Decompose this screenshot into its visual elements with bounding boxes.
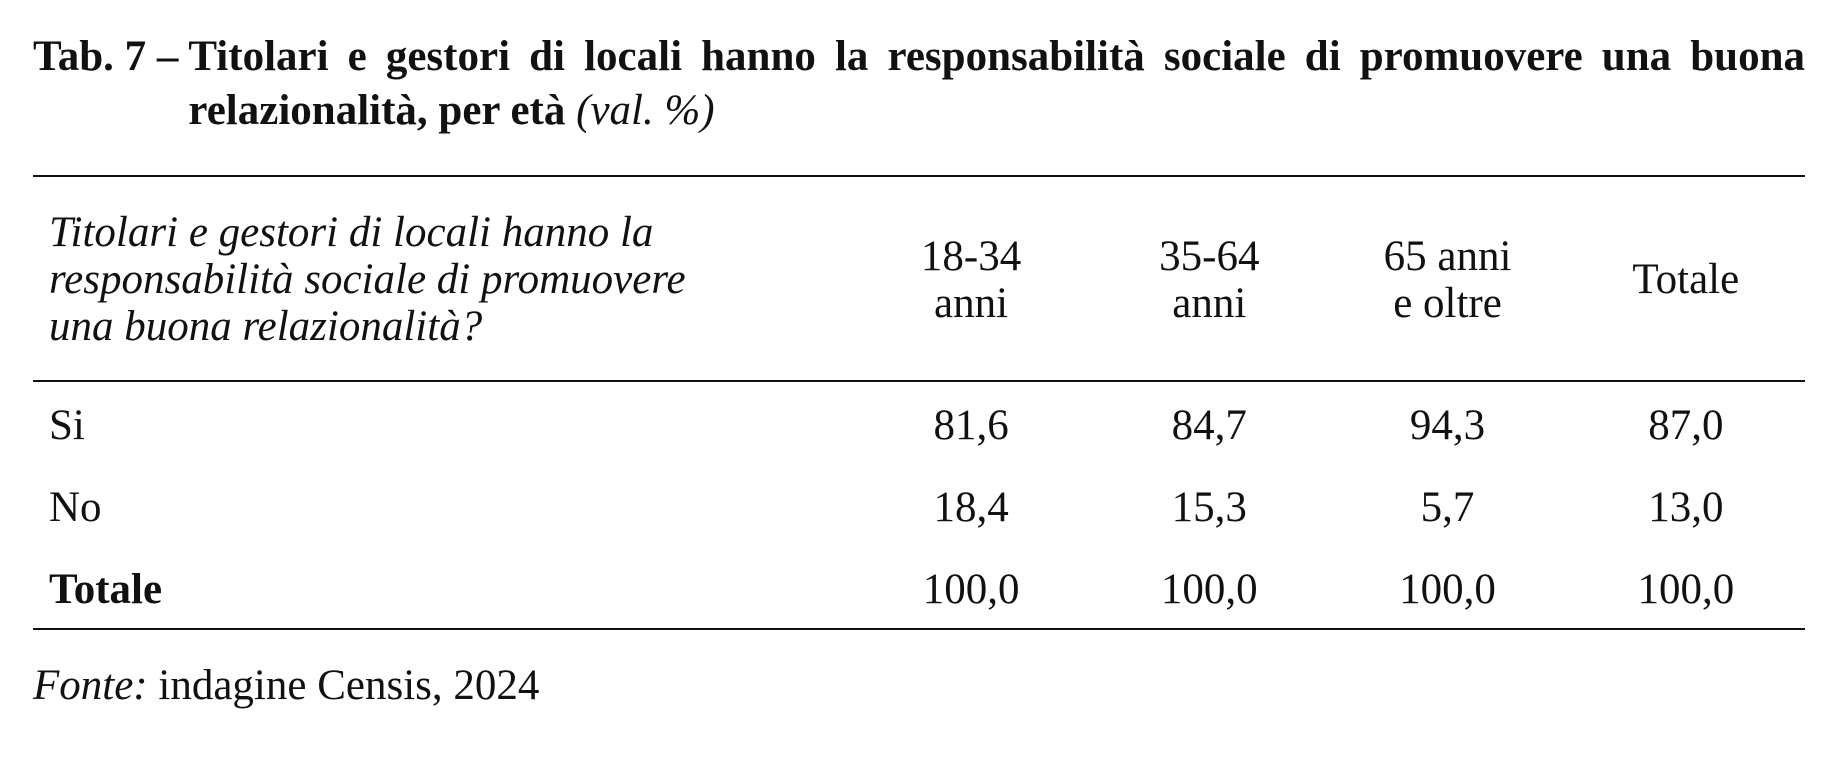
header-col-totale: Totale	[1566, 175, 1805, 382]
header-col-18-34: 18-34 anni	[851, 175, 1091, 382]
source-text: indagine Censis, 2024	[158, 662, 540, 709]
table-cell: 87,0	[1648, 402, 1724, 449]
header-question-line-3: una buona relazionalità?	[49, 303, 483, 350]
source-note: Fonte: indagine Censis, 2024	[33, 660, 1805, 712]
row-label: Si	[49, 402, 85, 449]
document-page: Tab. 7 – Titolari e gestori di locali ha…	[33, 30, 1805, 712]
header-question: Titolari e gestori di locali hanno la re…	[33, 175, 852, 382]
data-table: Titolari e gestori di locali hanno la re…	[33, 175, 1805, 630]
row-label: Totale	[33, 551, 852, 630]
table-caption: Tab. 7 – Titolari e gestori di locali ha…	[33, 30, 1805, 138]
header-question-line-2: responsabilità sociale di promuovere	[49, 256, 686, 303]
source-label: Fonte:	[33, 662, 148, 709]
header-col-65-plus: 65 anni e oltre	[1328, 175, 1567, 382]
table-row-si: Si 81,6 84,7 94,3 87,0	[33, 381, 1805, 469]
table-cell: 94,3	[1409, 402, 1486, 449]
table-row-totale: Totale 100,0 100,0 100,0 100,0	[33, 551, 1805, 630]
caption-title: Titolari e gestori di locali hanno la re…	[188, 33, 1805, 134]
table-cell: 100,0	[851, 551, 1091, 630]
table-cell: 100,0	[1566, 551, 1805, 630]
row-label: No	[49, 484, 102, 531]
table-cell: 5,7	[1420, 484, 1475, 531]
table-cell: 100,0	[1090, 551, 1329, 630]
caption-title-block: Titolari e gestori di locali hanno la re…	[188, 30, 1805, 138]
table-cell: 13,0	[1648, 484, 1724, 531]
caption-number: Tab. 7 –	[33, 33, 179, 80]
header-question-line-1: Titolari e gestori di locali hanno la	[49, 209, 654, 256]
table-cell: 100,0	[1328, 551, 1567, 630]
caption-unit: (val. %)	[576, 87, 715, 134]
table-row-no: No 18,4 15,3 5,7 13,0	[33, 469, 1805, 551]
header-col-35-64: 35-64 anni	[1090, 175, 1329, 382]
table-cell: 84,7	[1171, 402, 1247, 449]
table-cell: 15,3	[1171, 484, 1247, 531]
table-cell: 81,6	[933, 402, 1009, 449]
table-cell: 18,4	[933, 484, 1009, 531]
header-row: Titolari e gestori di locali hanno la re…	[33, 175, 1805, 382]
